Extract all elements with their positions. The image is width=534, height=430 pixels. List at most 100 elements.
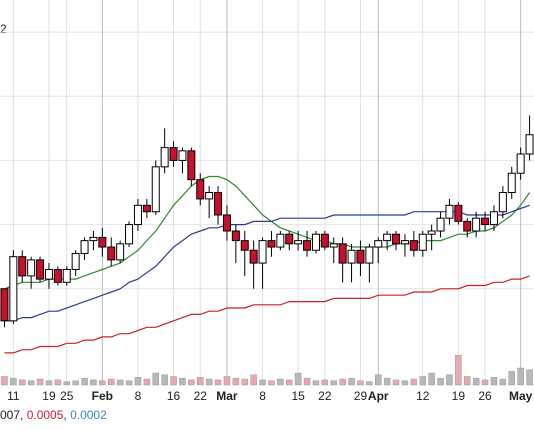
volume-bar <box>19 379 26 386</box>
volume-bar <box>499 378 507 386</box>
candle-body <box>133 204 142 226</box>
volume-bar <box>526 369 533 386</box>
volume-bar <box>259 379 266 386</box>
x-tick-label: Apr <box>368 389 389 403</box>
candle-body <box>71 252 80 270</box>
volume-bar <box>508 371 515 386</box>
candle-body <box>285 233 294 245</box>
legend-separator: , <box>63 408 70 422</box>
candle-body <box>365 246 374 264</box>
x-tick-label: Feb <box>92 389 113 403</box>
candle-body <box>249 249 258 264</box>
volume-bar <box>197 377 204 386</box>
candle-body <box>0 288 9 322</box>
plot-background <box>0 0 534 388</box>
volume-bar <box>90 379 97 386</box>
volume-bar <box>232 377 240 386</box>
volume-bar <box>383 377 391 386</box>
volume-bar <box>250 374 257 386</box>
volume-bar <box>214 379 222 386</box>
candle-body <box>498 192 507 213</box>
volume-bar <box>446 374 453 386</box>
volume-bar <box>241 378 248 386</box>
volume-bar <box>170 376 177 386</box>
moving-average-line <box>4 275 530 354</box>
candle-body <box>507 172 516 193</box>
volume-bar <box>99 380 106 386</box>
candle-body <box>409 240 418 251</box>
volume-bar <box>437 377 444 386</box>
volume-bar <box>339 378 346 386</box>
candle-body <box>392 233 401 245</box>
candle-body <box>231 230 240 242</box>
candle-body <box>267 240 276 248</box>
x-tick-label: Mar <box>216 389 238 403</box>
volume-bar <box>517 367 524 386</box>
volume-bar <box>143 378 151 386</box>
volume-bar <box>108 378 115 386</box>
volume-bar <box>161 374 168 386</box>
x-tick-label: 11 <box>7 389 20 403</box>
candle-body <box>418 233 427 251</box>
x-tick-label: 22 <box>318 389 332 403</box>
candle-body <box>383 233 392 242</box>
candle-body <box>178 150 187 161</box>
candle-body <box>463 220 472 232</box>
candle-body <box>276 233 285 248</box>
volume-bar <box>205 378 213 386</box>
candle-body <box>36 259 45 280</box>
candle-body <box>329 243 338 248</box>
x-tick-label: 15 <box>291 389 305 403</box>
candle-body <box>89 236 98 242</box>
volume-bar <box>63 381 70 386</box>
volume-bar <box>116 379 124 386</box>
candle-body <box>427 230 436 235</box>
volume-bar <box>294 372 302 386</box>
volume-bar <box>392 379 400 386</box>
x-tick-label: May <box>509 389 533 403</box>
candle-body <box>347 249 356 264</box>
candle-body <box>454 204 463 222</box>
candle-body <box>303 240 312 251</box>
moving-average-line <box>4 204 530 322</box>
candle-body <box>222 214 231 232</box>
volume-bar <box>410 378 418 386</box>
candle-body <box>107 246 116 261</box>
volume-bar <box>472 377 480 386</box>
volume-bar <box>36 378 44 386</box>
legend-separator: , <box>20 408 27 422</box>
volume-bar <box>152 372 159 386</box>
volume-bar <box>179 377 186 386</box>
volume-bar <box>27 380 35 386</box>
x-tick-label: 22 <box>194 389 208 403</box>
candle-body <box>187 150 196 181</box>
candle-body <box>151 166 160 213</box>
x-tick-label: 16 <box>167 389 181 403</box>
candle-body <box>80 240 89 254</box>
candle-body <box>18 256 27 277</box>
candle-body <box>516 153 525 174</box>
volume-bar <box>366 381 373 386</box>
candle-body <box>53 269 62 283</box>
volume-bar <box>10 377 17 386</box>
candle-body <box>205 192 214 200</box>
candle-body <box>294 240 303 245</box>
x-tick-label: 8 <box>259 389 266 403</box>
candle-body <box>44 269 53 280</box>
candle-body <box>481 217 490 226</box>
candle-body <box>240 240 249 251</box>
volume-bar <box>223 376 231 386</box>
candle-body <box>445 204 454 219</box>
candle-body <box>142 204 151 213</box>
candle-body <box>98 236 107 248</box>
candle-body <box>338 243 347 264</box>
candle-body <box>196 179 205 200</box>
volume-bar <box>188 379 195 386</box>
volume-bar <box>286 379 293 386</box>
volume-bar <box>303 377 311 386</box>
legend-entry: 007 <box>0 408 20 422</box>
volume-bar <box>1 376 8 386</box>
volume-bar <box>54 379 62 386</box>
candle-body <box>258 240 267 264</box>
